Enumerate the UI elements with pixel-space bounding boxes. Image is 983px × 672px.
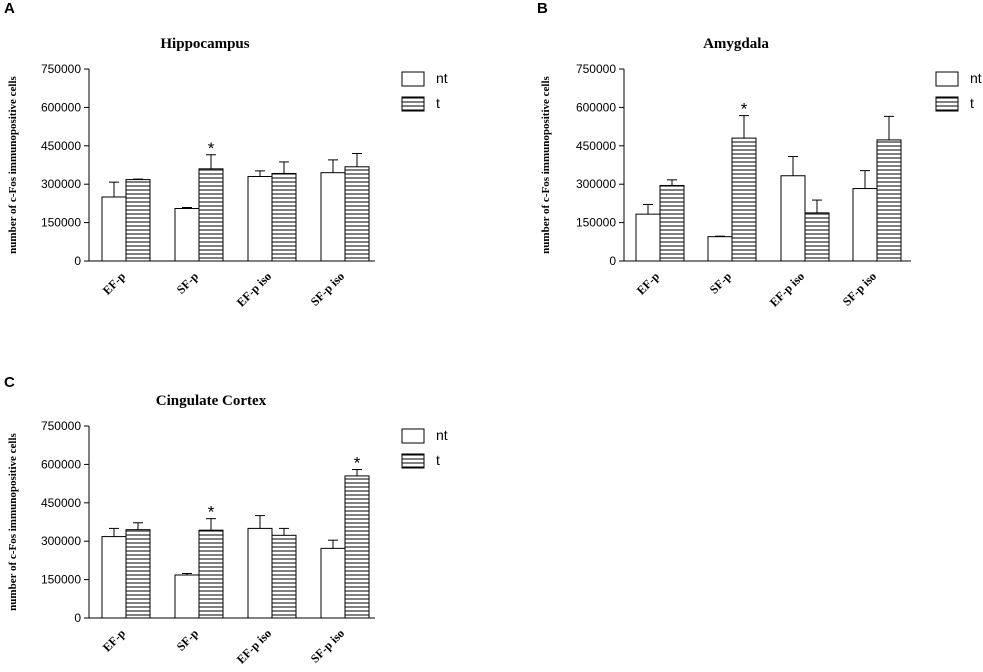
bar-nt-ef-p-iso [247, 527, 273, 619]
bar-t-ef-p [125, 179, 151, 262]
y-tick-label: 0 [74, 254, 81, 268]
panel-a: A Hippocampus number of c-Fos immunoposit… [0, 0, 490, 328]
legend-swatch-nt [401, 428, 425, 444]
panel-label-b: B [537, 0, 548, 17]
panel-label-a: A [4, 0, 15, 17]
x-tick-label: EF-p iso [234, 626, 274, 666]
y-tick-label: 300000 [41, 177, 81, 191]
bar-nt-ef-p [635, 213, 661, 262]
y-tick-label: 600000 [41, 100, 81, 114]
y-tick-label: 150000 [41, 573, 81, 587]
y-axis-label: number of c-Fos immunopositive cells [540, 75, 552, 253]
y-axis-label: number of c-Fos immunopositive cells [7, 75, 19, 253]
bar-t-sf-p [731, 137, 757, 262]
legend-label-nt: nt [436, 70, 448, 86]
bar-nt-ef-p-iso [780, 175, 806, 262]
chart-amygdala: Amygdala number of c-Fos immunopositive c… [540, 36, 982, 310]
y-tick-label: 750000 [41, 62, 81, 76]
bar-nt-sf-p-iso [320, 547, 346, 619]
y-tick-label: 0 [609, 254, 616, 268]
x-tick-label: SF-p [174, 269, 202, 297]
x-tick-label: EF-p [100, 626, 129, 655]
bar-t-sf-p-iso [344, 166, 370, 262]
chart-hippocampus: Hippocampus number of c-Fos immunopositiv… [7, 36, 448, 310]
legend-swatch-t [401, 96, 425, 112]
legend-label-t: t [970, 95, 974, 111]
y-tick-label: 150000 [576, 216, 616, 230]
y-tick-label: 450000 [41, 139, 81, 153]
x-tick-label: EF-p [634, 269, 663, 298]
panel-b: B Amygdala number of c-Fos immunopositive… [533, 0, 983, 328]
bar-t-sf-p-iso [344, 475, 370, 619]
bar-nt-sf-p [707, 236, 733, 262]
legend-swatch-t [935, 96, 959, 112]
y-tick-label: 0 [74, 611, 81, 625]
bar-t-ef-p [659, 184, 685, 262]
legend-swatch-t [401, 453, 425, 469]
y-tick-label: 150000 [41, 216, 81, 230]
x-tick-label: EF-p iso [234, 269, 274, 309]
legend-swatch-nt [401, 71, 425, 87]
x-tick-label: EF-p [100, 269, 129, 298]
chart-title: Amygdala [703, 36, 769, 52]
y-tick-label: 450000 [576, 139, 616, 153]
bar-nt-sf-p [174, 208, 200, 262]
y-tick-label: 750000 [41, 419, 81, 433]
x-tick-label: SF-p iso [308, 626, 347, 665]
bar-t-sf-p [198, 529, 224, 619]
y-tick-label: 300000 [576, 177, 616, 191]
x-tick-label: EF-p iso [767, 269, 807, 309]
significance-star: * [208, 503, 215, 522]
panel-c: C Cingulate Cortex number of c-Fos immuno… [0, 344, 490, 672]
chart-title: Hippocampus [160, 36, 249, 52]
bar-t-ef-p [125, 529, 151, 619]
legend-label-nt: nt [436, 427, 448, 443]
chart-cingulate-cortex: Cingulate Cortex number of c-Fos immunopo… [7, 393, 448, 667]
y-tick-label: 750000 [576, 62, 616, 76]
x-tick-label: SF-p [707, 269, 735, 297]
legend-swatch-nt [935, 71, 959, 87]
bar-nt-ef-p [101, 196, 127, 262]
legend-label-nt: nt [970, 70, 982, 86]
bar-t-ef-p-iso [271, 534, 297, 619]
x-tick-label: SF-p iso [308, 269, 347, 308]
y-tick-label: 600000 [576, 100, 616, 114]
legend-label-t: t [436, 95, 440, 111]
panel-label-c: C [4, 374, 15, 391]
bar-nt-ef-p-iso [247, 176, 273, 262]
bar-t-sf-p-iso [876, 139, 902, 262]
y-tick-label: 600000 [41, 457, 81, 471]
chart-title: Cingulate Cortex [156, 393, 267, 409]
bar-t-sf-p [198, 168, 224, 262]
bar-nt-ef-p [101, 536, 127, 619]
significance-star: * [354, 454, 361, 473]
significance-star: * [741, 100, 748, 119]
legend-label-t: t [436, 452, 440, 468]
bar-nt-sf-p-iso [852, 188, 878, 262]
bar-nt-sf-p [174, 574, 200, 619]
bar-t-ef-p-iso [804, 212, 830, 262]
bar-nt-sf-p-iso [320, 172, 346, 262]
bar-t-ef-p-iso [271, 172, 297, 262]
x-tick-label: SF-p iso [840, 269, 879, 308]
significance-star: * [208, 139, 215, 158]
y-axis-label: number of c-Fos immunopositive cells [7, 432, 19, 610]
y-tick-label: 450000 [41, 496, 81, 510]
x-tick-label: SF-p [174, 626, 202, 654]
y-tick-label: 300000 [41, 534, 81, 548]
